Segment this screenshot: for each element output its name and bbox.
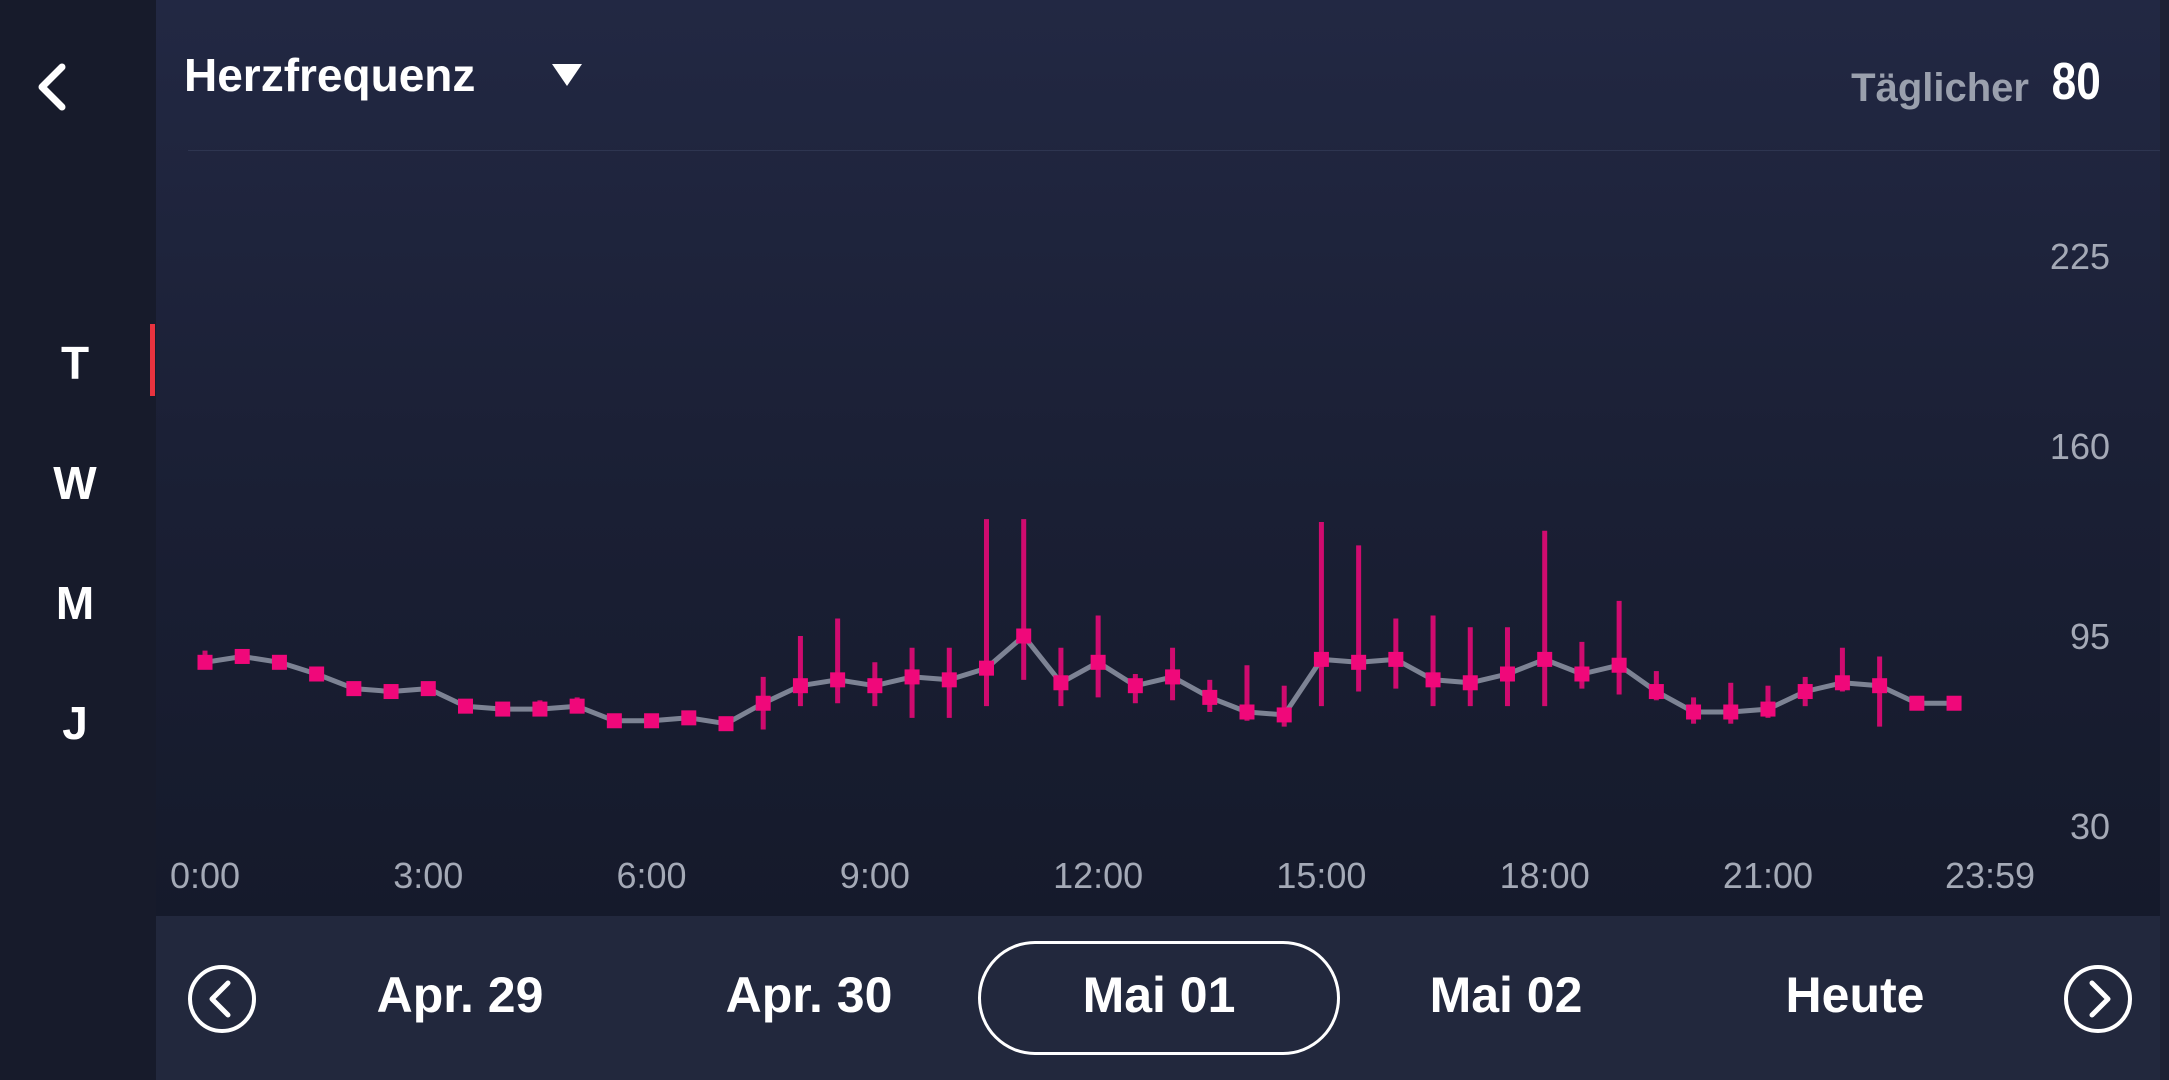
- average-point: [346, 681, 362, 697]
- average-point: [1686, 704, 1702, 720]
- date-heute[interactable]: Heute: [1785, 967, 1925, 1023]
- caret-down-icon: [552, 64, 582, 86]
- range-sidebar: T W M J: [0, 0, 156, 1080]
- average-point: [1276, 707, 1292, 723]
- average-point: [457, 698, 473, 714]
- date-mai-02[interactable]: Mai 02: [1429, 967, 1583, 1023]
- range-selected-indicator: [150, 324, 155, 396]
- average-point: [1127, 678, 1143, 694]
- chart-panel: [156, 0, 2160, 916]
- range-day-button[interactable]: T: [60, 337, 90, 389]
- average-point: [1239, 704, 1255, 720]
- average-point: [569, 698, 585, 714]
- average-point: [867, 678, 883, 694]
- x-tick-label: 9:00: [840, 855, 910, 896]
- heart-rate-chart: 225 160 95 30 0:00 3:00 6:00 9:00 12:00 15:00 18:…: [170, 236, 2110, 896]
- circle-chevron-left-icon: [188, 965, 256, 1033]
- average-point: [1499, 666, 1515, 682]
- y-tick-label: 225: [2050, 236, 2110, 277]
- back-button[interactable]: [22, 55, 86, 119]
- y-tick-label: 30: [2070, 806, 2110, 847]
- x-tick-label: 23:59: [1945, 855, 2035, 896]
- metric-dropdown-button[interactable]: [552, 64, 582, 91]
- date-apr-29[interactable]: Apr. 29: [376, 967, 544, 1023]
- average-point: [1611, 657, 1627, 673]
- circle-chevron-right-icon: [2064, 965, 2132, 1033]
- average-point: [383, 684, 399, 700]
- previous-dates-button[interactable]: [186, 963, 258, 1035]
- metric-title[interactable]: Herzfrequenz: [184, 49, 476, 101]
- average-point: [1016, 628, 1032, 644]
- average-point: [606, 713, 622, 729]
- average-point: [495, 701, 511, 717]
- average-point: [1648, 684, 1664, 700]
- average-point: [1425, 672, 1441, 688]
- average-point: [1872, 678, 1888, 694]
- header-divider: [188, 150, 2160, 151]
- average-point: [1165, 669, 1181, 685]
- y-tick-label: 95: [2070, 616, 2110, 657]
- average-point: [718, 716, 734, 732]
- x-tick-label: 3:00: [393, 855, 463, 896]
- daily-average-label: Täglicher: [1851, 66, 2029, 110]
- selected-date-pill[interactable]: [978, 941, 1340, 1055]
- average-point: [1760, 701, 1776, 717]
- average-point: [1574, 666, 1590, 682]
- date-mai-01[interactable]: Mai 01: [1082, 967, 1236, 1023]
- average-point: [532, 701, 548, 717]
- chevron-left-icon: [38, 63, 66, 111]
- average-point: [420, 681, 436, 697]
- average-point: [941, 672, 957, 688]
- average-point: [271, 654, 287, 670]
- average-point: [1537, 651, 1553, 667]
- average-point: [1723, 704, 1739, 720]
- average-point: [1388, 651, 1404, 667]
- average-point: [309, 666, 325, 682]
- average-point: [644, 713, 660, 729]
- daily-average-value: 80: [2051, 53, 2101, 111]
- average-point: [1909, 695, 1925, 711]
- average-point: [1313, 651, 1329, 667]
- x-tick-label: 0:00: [170, 855, 240, 896]
- range-year-button[interactable]: J: [62, 697, 88, 749]
- x-tick-label: 21:00: [1723, 855, 1813, 896]
- x-tick-label: 15:00: [1276, 855, 1366, 896]
- average-point: [1834, 675, 1850, 691]
- average-point: [1797, 684, 1813, 700]
- y-tick-label: 160: [2050, 426, 2110, 467]
- date-apr-30[interactable]: Apr. 30: [725, 967, 893, 1023]
- next-dates-button[interactable]: [2062, 963, 2134, 1035]
- average-point: [1351, 654, 1367, 670]
- x-tick-label: 6:00: [617, 855, 687, 896]
- average-point: [197, 654, 213, 670]
- average-point: [978, 660, 994, 676]
- average-point: [1090, 654, 1106, 670]
- average-point: [830, 672, 846, 688]
- range-month-button[interactable]: M: [55, 577, 95, 629]
- x-tick-label: 12:00: [1053, 855, 1143, 896]
- average-point: [1053, 675, 1069, 691]
- average-point: [755, 695, 771, 711]
- average-point: [234, 648, 250, 664]
- average-point: [792, 678, 808, 694]
- x-tick-label: 18:00: [1500, 855, 1590, 896]
- average-point: [1946, 695, 1962, 711]
- range-week-button[interactable]: W: [53, 457, 97, 509]
- average-point: [1202, 689, 1218, 705]
- average-point: [904, 669, 920, 685]
- average-point: [681, 710, 697, 726]
- average-point: [1462, 675, 1478, 691]
